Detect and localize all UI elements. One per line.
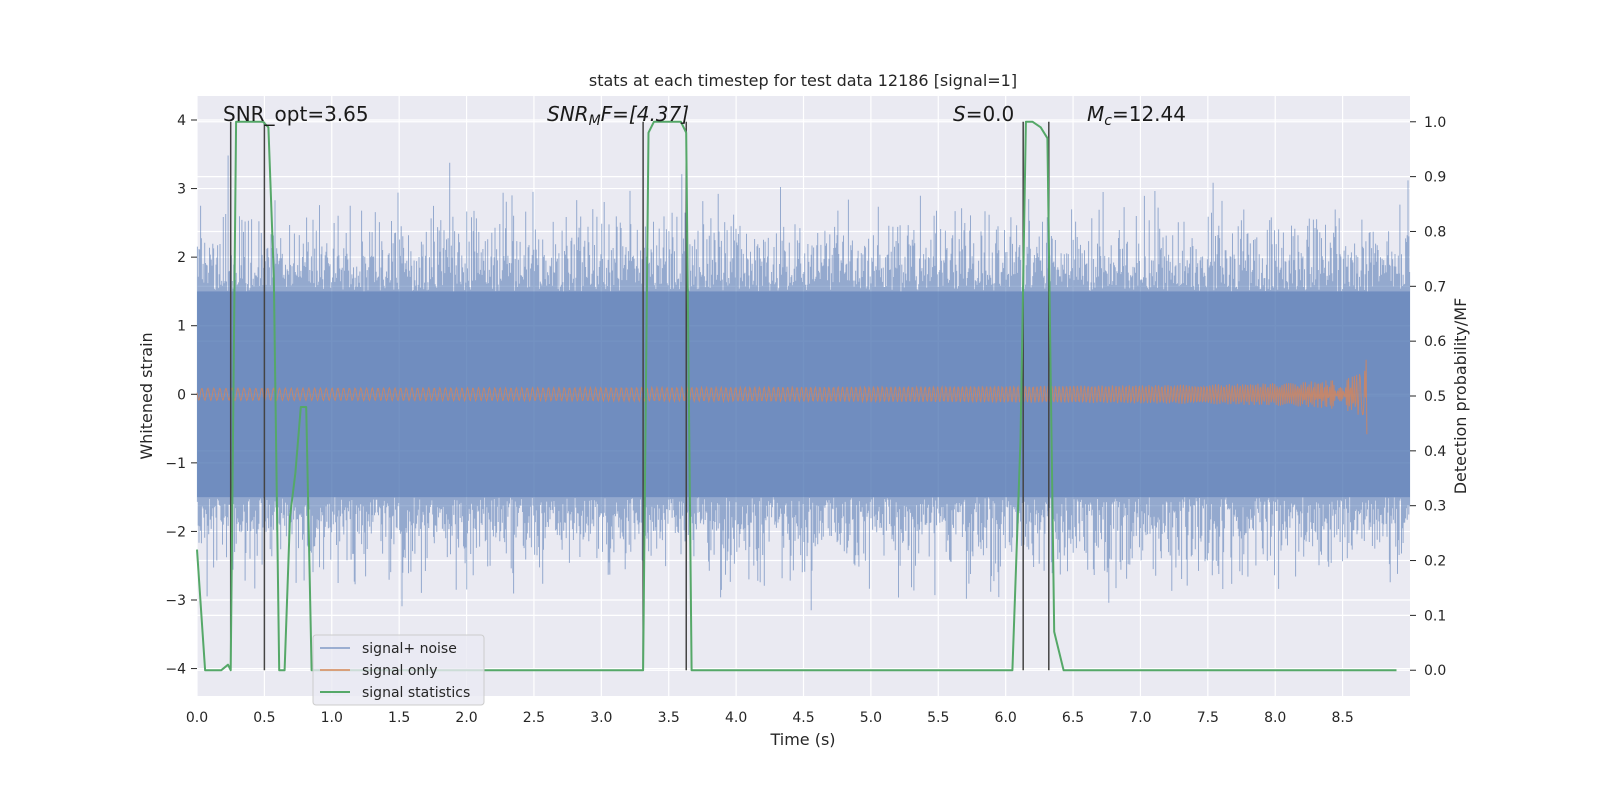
x-tick-label: 0.5 xyxy=(253,710,275,726)
x-tick-label: 6.0 xyxy=(995,710,1017,726)
x-tick-label: 5.5 xyxy=(927,710,949,726)
annotation-snr-mf: SNRMF=[4.37] xyxy=(547,102,689,129)
x-tick-label: 3.5 xyxy=(658,710,680,726)
y-left-tick-label: 0 xyxy=(177,387,186,403)
y-right-tick-label: 0.8 xyxy=(1424,224,1446,240)
snr-mf-prefix: SNR xyxy=(547,102,589,126)
x-axis-ticks: 0.0 0.5 1.0 1.5 2.0 2.5 3.0 3.5 4.0 4.5 5.0 5.5 6.0 6… xyxy=(186,710,1354,726)
y-left-tick-label: −3 xyxy=(165,593,186,609)
x-tick-label: 7.0 xyxy=(1129,710,1151,726)
x-tick-label: 2.0 xyxy=(455,710,477,726)
legend-label-signal: signal only xyxy=(362,663,437,679)
y-right-axis-label: Detection probability/MF xyxy=(1451,298,1470,495)
snr-mf-suffix: F=[4.37] xyxy=(601,102,689,126)
y-right-tick-label: 0.7 xyxy=(1424,279,1446,295)
y-right-tick-label: 0.3 xyxy=(1424,499,1446,515)
y-right-tick-label: 0.0 xyxy=(1424,663,1446,679)
x-tick-label: 1.5 xyxy=(388,710,410,726)
x-tick-label: 4.0 xyxy=(725,710,747,726)
x-tick-label: 4.5 xyxy=(792,710,814,726)
legend-label-stats: signal statistics xyxy=(362,685,470,701)
annotation-chirp-mass: Mc=12.44 xyxy=(1087,102,1186,129)
signal-only-series xyxy=(196,359,1368,435)
annotation-s: S=0.0 xyxy=(953,102,1014,126)
x-tick-label: 3.0 xyxy=(590,710,612,726)
chart-title: stats at each timestep for test data 121… xyxy=(589,71,1017,90)
x-tick-label: 1.0 xyxy=(321,710,343,726)
x-tick-label: 7.5 xyxy=(1197,710,1219,726)
x-tick-label: 8.0 xyxy=(1264,710,1286,726)
signal-only-trace xyxy=(196,359,1368,435)
y-right-tick-label: 0.1 xyxy=(1424,608,1446,624)
x-tick-label: 8.5 xyxy=(1331,710,1353,726)
x-tick-label: 2.5 xyxy=(523,710,545,726)
annotation-snr-opt: SNR_opt=3.65 xyxy=(223,102,369,126)
y-left-tick-label: −2 xyxy=(165,524,186,540)
y-right-tick-label: 0.2 xyxy=(1424,554,1446,570)
y-left-tick-label: −1 xyxy=(165,456,186,472)
x-axis-label: Time (s) xyxy=(769,730,835,749)
y-right-tick-label: 0.5 xyxy=(1424,389,1446,405)
legend-label-noise: signal+ noise xyxy=(362,641,457,657)
y-right-tick-label: 0.4 xyxy=(1424,444,1446,460)
s-value: =0.0 xyxy=(966,102,1015,126)
y-left-tick-label: 4 xyxy=(177,113,186,129)
mc-symbol: M xyxy=(1087,102,1104,126)
y-left-axis-ticks: 4 3 2 1 0 −1 −2 −3 −4 xyxy=(165,113,197,678)
x-tick-label: 5.0 xyxy=(860,710,882,726)
trigger-vertical-lines xyxy=(229,121,1050,671)
y-left-tick-label: 3 xyxy=(177,182,186,198)
y-right-tick-label: 1.0 xyxy=(1424,115,1446,131)
y-right-tick-label: 0.6 xyxy=(1424,334,1446,350)
y-left-tick-label: −4 xyxy=(165,662,186,678)
legend: signal+ noise signal only signal statist… xyxy=(312,634,485,706)
y-left-axis-label: Whitened strain xyxy=(137,332,156,459)
x-tick-label: 6.5 xyxy=(1062,710,1084,726)
y-left-tick-label: 2 xyxy=(177,250,186,266)
y-right-axis-ticks: 1.0 0.9 0.8 0.7 0.6 0.5 0.4 0.3 0.2 0.1 0.0 xyxy=(1410,115,1446,679)
legend-box xyxy=(312,634,485,706)
x-tick-label: 0.0 xyxy=(186,710,208,726)
y-right-tick-label: 0.9 xyxy=(1424,170,1446,186)
mc-value: =12.44 xyxy=(1112,102,1186,126)
y-left-tick-label: 1 xyxy=(177,319,186,335)
s-symbol: S xyxy=(953,102,966,126)
snr-mf-subscript: M xyxy=(589,113,601,129)
mc-subscript: c xyxy=(1104,113,1112,129)
